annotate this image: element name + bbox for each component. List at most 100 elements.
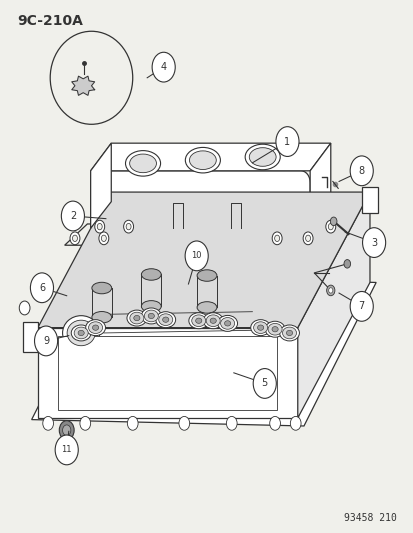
Text: 93458 210: 93458 210 xyxy=(343,513,396,523)
Circle shape xyxy=(305,235,310,241)
Circle shape xyxy=(290,416,300,430)
Polygon shape xyxy=(361,187,377,213)
Circle shape xyxy=(330,217,336,225)
Circle shape xyxy=(362,228,385,257)
Polygon shape xyxy=(23,322,38,352)
Ellipse shape xyxy=(158,314,172,326)
Ellipse shape xyxy=(189,151,216,169)
Ellipse shape xyxy=(125,151,160,176)
Ellipse shape xyxy=(224,321,230,326)
Ellipse shape xyxy=(130,312,144,324)
Circle shape xyxy=(34,326,57,356)
Ellipse shape xyxy=(244,144,280,169)
Polygon shape xyxy=(64,224,342,245)
Circle shape xyxy=(59,421,74,440)
Ellipse shape xyxy=(286,330,292,336)
Circle shape xyxy=(55,435,78,465)
Ellipse shape xyxy=(74,327,88,339)
Circle shape xyxy=(19,301,30,315)
Ellipse shape xyxy=(217,316,237,332)
Circle shape xyxy=(95,220,104,233)
Ellipse shape xyxy=(62,316,100,350)
Ellipse shape xyxy=(250,320,270,336)
Text: 11: 11 xyxy=(61,446,72,455)
Circle shape xyxy=(328,223,332,230)
Ellipse shape xyxy=(191,315,205,327)
Text: 2: 2 xyxy=(70,211,76,221)
Circle shape xyxy=(178,416,189,430)
Text: 6: 6 xyxy=(39,283,45,293)
Circle shape xyxy=(30,273,53,303)
Polygon shape xyxy=(31,276,375,426)
Polygon shape xyxy=(90,143,330,171)
Circle shape xyxy=(253,368,275,398)
Ellipse shape xyxy=(129,154,156,173)
Circle shape xyxy=(274,235,279,241)
Ellipse shape xyxy=(133,316,140,321)
Ellipse shape xyxy=(268,324,281,335)
Ellipse shape xyxy=(92,325,98,330)
Text: 4: 4 xyxy=(160,62,166,72)
Circle shape xyxy=(123,220,133,233)
Ellipse shape xyxy=(197,270,216,281)
Circle shape xyxy=(97,223,102,230)
Ellipse shape xyxy=(265,321,284,337)
Ellipse shape xyxy=(195,318,202,324)
Circle shape xyxy=(127,416,138,430)
Ellipse shape xyxy=(197,302,216,313)
Ellipse shape xyxy=(92,311,112,323)
Text: 7: 7 xyxy=(358,301,364,311)
Circle shape xyxy=(70,232,80,245)
Ellipse shape xyxy=(50,31,133,124)
Circle shape xyxy=(226,416,237,430)
Circle shape xyxy=(185,241,208,271)
Ellipse shape xyxy=(282,327,296,339)
Circle shape xyxy=(269,416,280,430)
Circle shape xyxy=(325,220,335,233)
Ellipse shape xyxy=(271,327,278,332)
Circle shape xyxy=(271,232,281,245)
Ellipse shape xyxy=(71,325,91,341)
Ellipse shape xyxy=(155,312,175,328)
Polygon shape xyxy=(71,76,95,95)
Circle shape xyxy=(275,127,298,157)
Circle shape xyxy=(99,232,109,245)
Ellipse shape xyxy=(92,282,112,294)
Ellipse shape xyxy=(141,269,161,280)
Circle shape xyxy=(343,260,350,268)
Ellipse shape xyxy=(88,322,102,334)
Text: 8: 8 xyxy=(358,166,364,176)
Ellipse shape xyxy=(188,313,208,329)
Ellipse shape xyxy=(185,148,220,173)
Ellipse shape xyxy=(279,325,299,341)
Polygon shape xyxy=(38,328,297,418)
Ellipse shape xyxy=(257,325,263,330)
Ellipse shape xyxy=(127,310,146,326)
Text: 5: 5 xyxy=(261,378,267,389)
Ellipse shape xyxy=(141,308,161,324)
Text: 1: 1 xyxy=(284,136,290,147)
Ellipse shape xyxy=(203,313,223,329)
Circle shape xyxy=(152,52,175,82)
Circle shape xyxy=(328,288,332,293)
Text: 3: 3 xyxy=(370,238,376,247)
Circle shape xyxy=(62,425,71,435)
Ellipse shape xyxy=(141,301,161,312)
Ellipse shape xyxy=(85,320,105,336)
Ellipse shape xyxy=(209,318,216,324)
Text: 10: 10 xyxy=(191,252,202,260)
Circle shape xyxy=(72,235,77,241)
Ellipse shape xyxy=(148,313,154,319)
Ellipse shape xyxy=(220,318,234,329)
Circle shape xyxy=(101,235,106,241)
Ellipse shape xyxy=(78,330,84,336)
Circle shape xyxy=(80,416,90,430)
Ellipse shape xyxy=(144,310,158,322)
Circle shape xyxy=(349,292,373,321)
Polygon shape xyxy=(90,171,309,228)
Circle shape xyxy=(326,285,334,296)
Circle shape xyxy=(302,232,312,245)
Circle shape xyxy=(126,223,131,230)
Circle shape xyxy=(43,416,53,430)
Polygon shape xyxy=(309,143,330,228)
